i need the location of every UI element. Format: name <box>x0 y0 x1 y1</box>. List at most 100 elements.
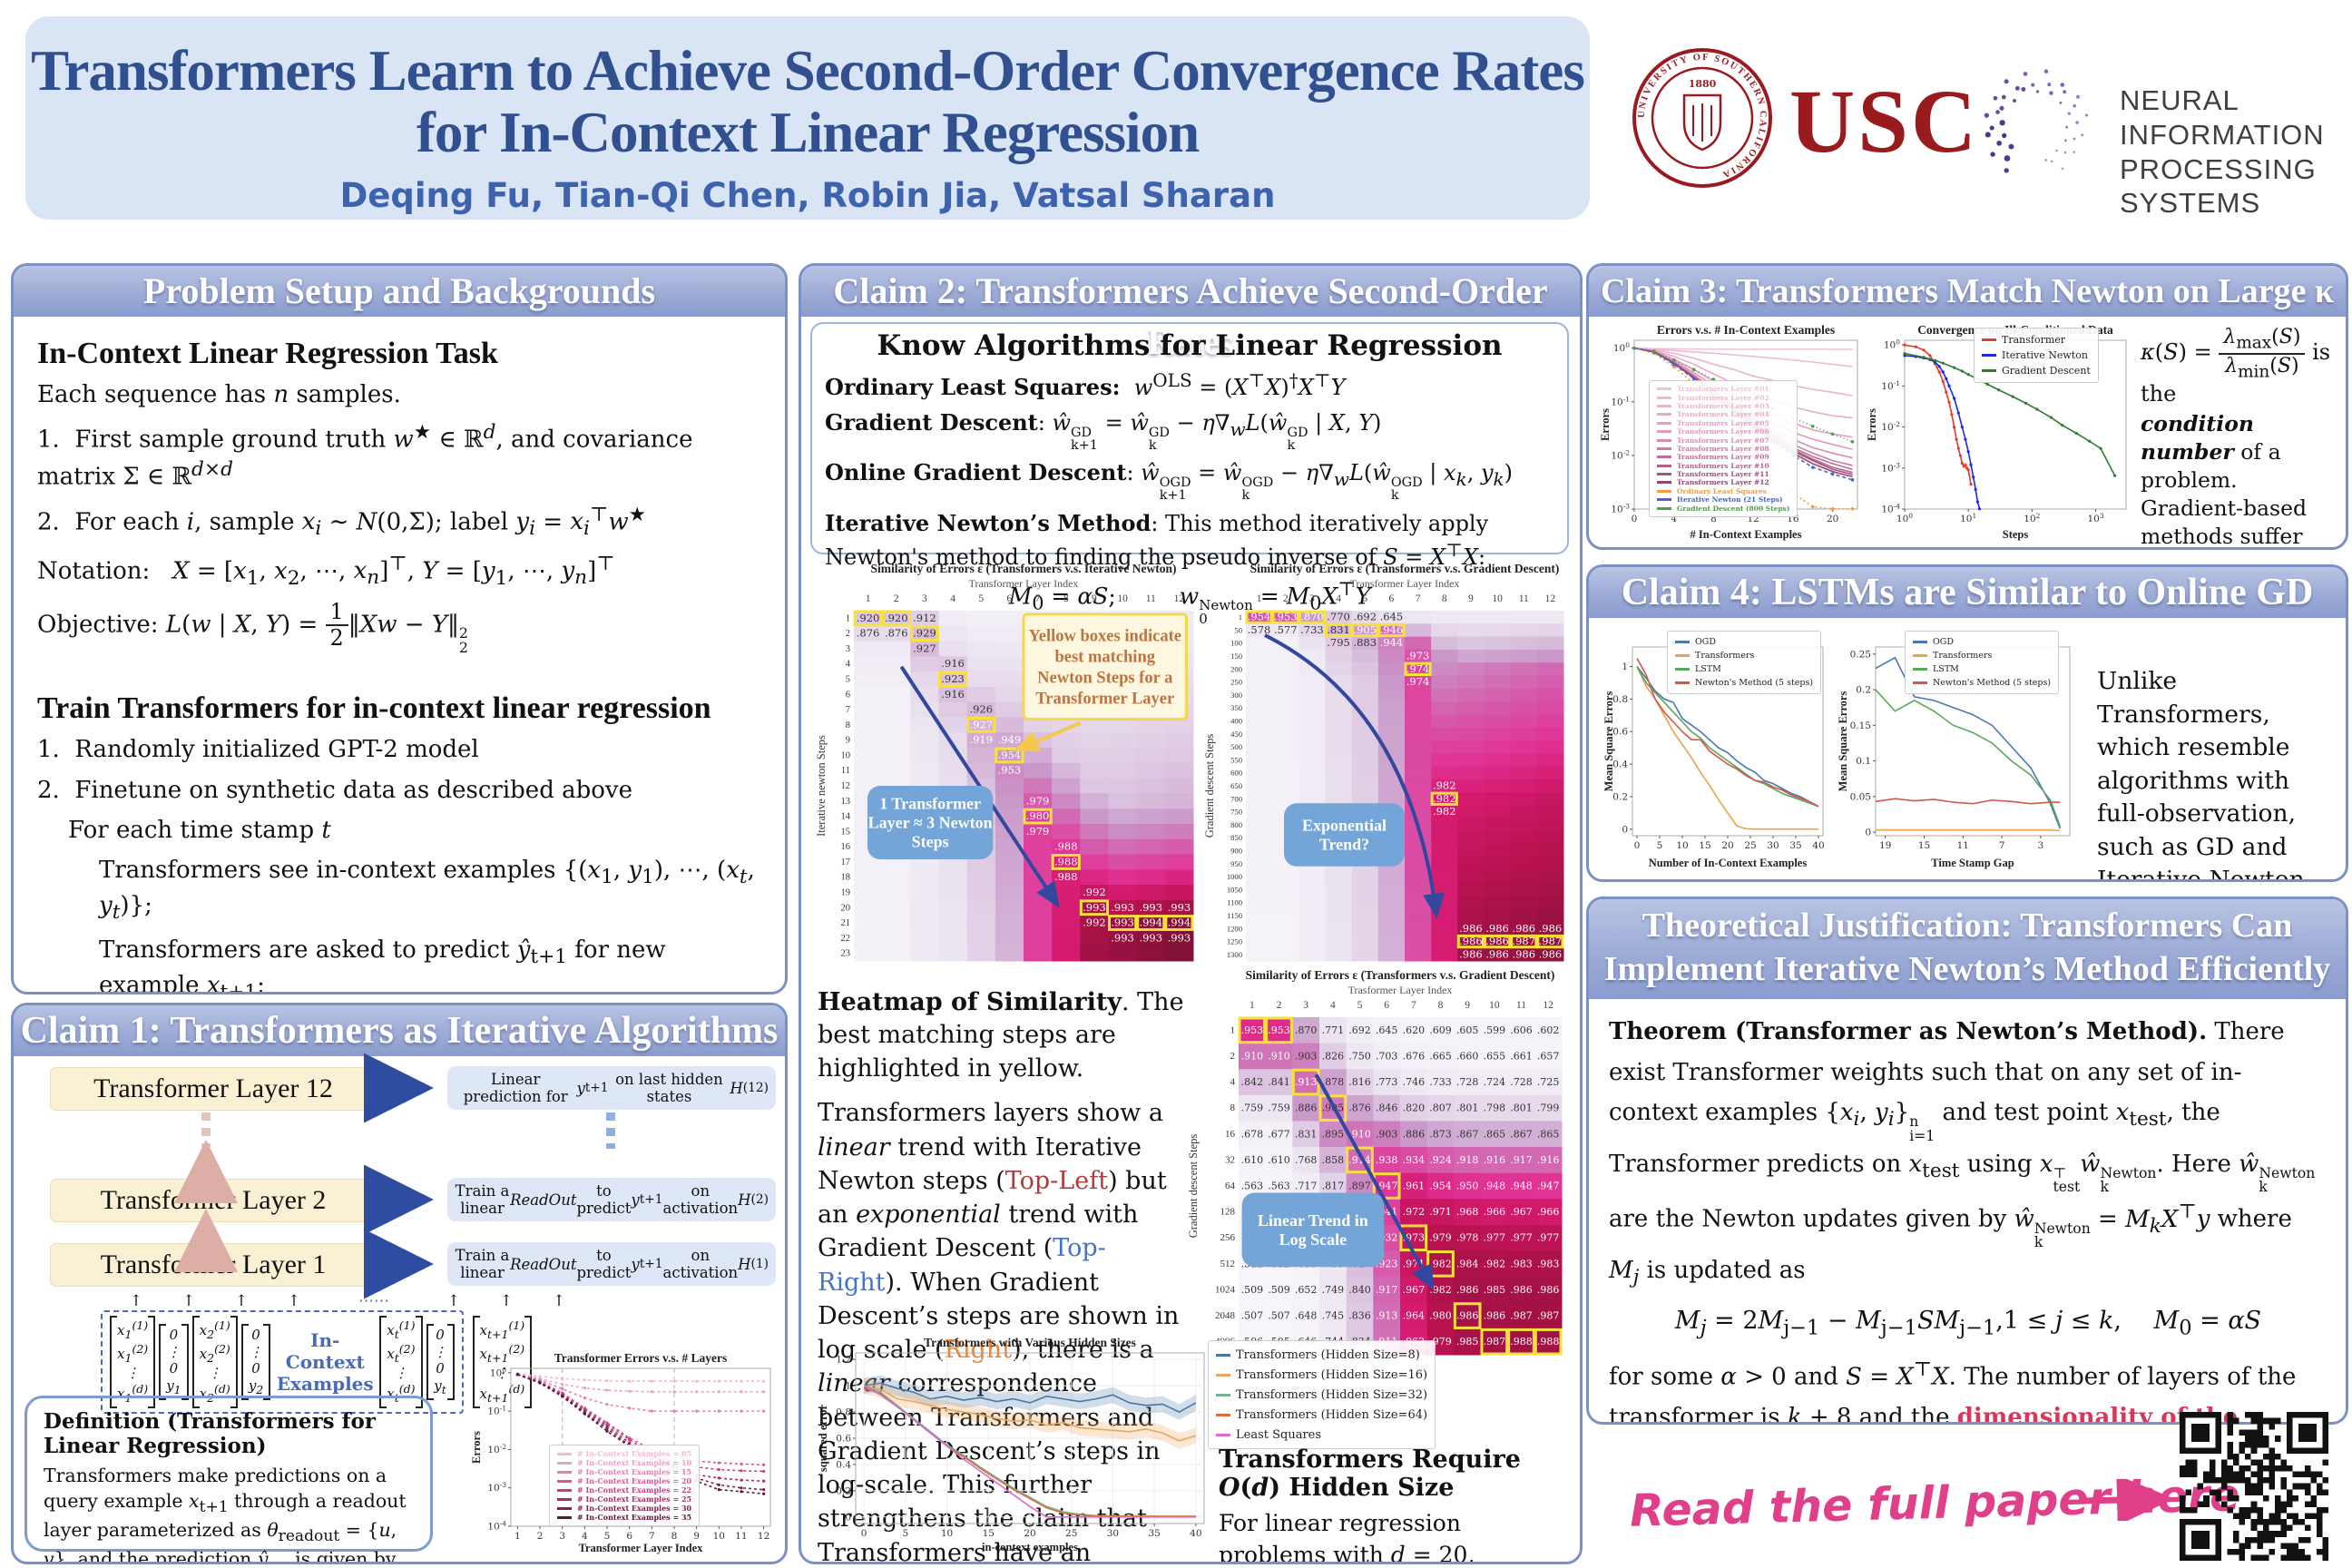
svg-text:10: 10 <box>1117 593 1128 604</box>
svg-text:.986: .986 <box>1510 1284 1533 1296</box>
svg-text:6: 6 <box>1384 1000 1389 1011</box>
series-line <box>1876 828 2061 832</box>
svg-text:10-4: 10-4 <box>487 1520 506 1533</box>
svg-text:Errors: Errors <box>470 1431 483 1464</box>
svg-text:Time Stamp Gap: Time Stamp Gap <box>1931 857 2014 869</box>
svg-text:.865: .865 <box>1484 1128 1506 1140</box>
svg-text:.836: .836 <box>1348 1310 1371 1322</box>
svg-text:0: 0 <box>1634 840 1641 851</box>
legend-item: Least Squares <box>1216 1425 1427 1445</box>
svg-text:0.8: 0.8 <box>836 1407 851 1418</box>
svg-text:.988: .988 <box>1510 1336 1533 1348</box>
svg-text:9: 9 <box>693 1531 700 1542</box>
require-heading: Transformers Require O(d) Hidden Size <box>1219 1446 1521 1502</box>
svg-text:Trasformer Layer Index: Trasformer Layer Index <box>1348 984 1453 996</box>
svg-text:2: 2 <box>894 593 899 604</box>
svg-text:20: 20 <box>841 903 851 913</box>
legend-item: OGD <box>1675 635 1813 649</box>
svg-text:.993: .993 <box>1168 901 1191 914</box>
algorithms-heading: Know Algorithms for Linear Regression <box>877 329 1503 362</box>
svg-text:.867: .867 <box>1456 1128 1479 1140</box>
svg-text:6: 6 <box>846 690 850 700</box>
svg-text:1100: 1100 <box>1227 898 1242 907</box>
legend-item: Ordinary Least Squares <box>1657 487 1789 495</box>
svg-text:.509: .509 <box>1241 1284 1264 1296</box>
svg-text:15: 15 <box>1699 840 1710 851</box>
svg-text:4: 4 <box>1336 593 1341 604</box>
svg-text:.947: .947 <box>1537 1181 1560 1192</box>
token-vector: xt+1(1) xt+1(2) ⋮ xt+1(d) <box>472 1316 533 1408</box>
svg-text:0: 0 <box>845 1512 851 1523</box>
series-line <box>1633 347 1853 481</box>
heatmap-note <box>867 786 994 860</box>
svg-text:7: 7 <box>649 1531 655 1542</box>
svg-text:.878: .878 <box>1322 1076 1345 1088</box>
svg-text:3: 3 <box>922 593 927 604</box>
svg-text:100: 100 <box>1230 639 1242 648</box>
svg-text:550: 550 <box>1230 755 1242 764</box>
panel-problem-setup: Problem Setup and Backgrounds In-Context… <box>11 263 788 995</box>
heatmap-note <box>1284 803 1405 867</box>
svg-text:.910: .910 <box>1348 1128 1371 1140</box>
svg-text:2: 2 <box>537 1531 544 1542</box>
svg-text:4: 4 <box>582 1531 588 1542</box>
svg-text:.916: .916 <box>1484 1154 1506 1166</box>
svg-text:.979: .979 <box>1429 1232 1452 1244</box>
svg-text:.733: .733 <box>1300 623 1324 636</box>
series-line <box>1636 658 1819 808</box>
svg-text:.870: .870 <box>1295 1024 1318 1036</box>
token-sequence: ↑ ↑ ↑ ↑ ⋯⋯ ↑ ↑ ↑ x1(1) x1(2) ⋮ x1(d) 0 ⋮ 0 y1 x2(1) x2(2… <box>101 1292 645 1414</box>
svg-text:Transformer Layer Index: Transformer Layer Index <box>1350 577 1460 590</box>
svg-text:.982: .982 <box>1429 1284 1452 1296</box>
svg-text:.799: .799 <box>1537 1102 1560 1114</box>
svg-text:Steps: Steps <box>912 833 949 851</box>
svg-text:15: 15 <box>841 827 851 837</box>
svg-text:Transformer Layer Index: Transformer Layer Index <box>969 577 1079 590</box>
svg-text:.993: .993 <box>1111 916 1134 929</box>
legend-item: Transformers Layer #02 <box>1657 393 1789 402</box>
readout-box-1: Train a linear ReadOut to predict y t+1 o… <box>447 1242 776 1286</box>
svg-text:.678: .678 <box>1241 1128 1264 1140</box>
svg-text:.986: .986 <box>1512 947 1535 960</box>
token-arrow-icon: ↑ <box>446 1292 461 1310</box>
svg-text:350: 350 <box>1230 703 1242 712</box>
chart-lstm-mse: 0 5 10 15 20 25 30 35 40 0 0.2 0.4 0.6 0.8 1 Number of … <box>1602 623 1828 872</box>
panel-claim1: Claim 1: Transformers as Iterative Algor… <box>11 1003 788 1564</box>
svg-text:.920: .920 <box>885 612 908 624</box>
svg-text:.770: .770 <box>1327 611 1350 623</box>
svg-text:.918: .918 <box>1456 1154 1479 1166</box>
readout-box-2: Train a linear ReadOut to predict y t+1 o… <box>447 1178 776 1221</box>
qr-code[interactable] <box>2180 1412 2328 1564</box>
svg-text:.974: .974 <box>1406 662 1430 675</box>
token-arrow-icon: ↑ <box>287 1292 301 1310</box>
series-line <box>1636 666 1819 808</box>
svg-text:5: 5 <box>903 1528 909 1539</box>
svg-text:.972: .972 <box>1403 1206 1426 1218</box>
svg-text:11: 11 <box>735 1531 747 1542</box>
svg-text:0.6: 0.6 <box>836 1434 851 1445</box>
svg-text:.986: .986 <box>1459 922 1483 935</box>
svg-text:.917: .917 <box>1376 1284 1398 1296</box>
svg-text:20: 20 <box>1024 1528 1035 1539</box>
svg-text:20: 20 <box>1721 840 1733 851</box>
series-line <box>517 1374 764 1495</box>
series-line <box>863 1385 1197 1442</box>
svg-text:600: 600 <box>1230 769 1242 778</box>
svg-text:450: 450 <box>1230 730 1242 739</box>
svg-text:4: 4 <box>1230 1077 1236 1088</box>
svg-text:11: 11 <box>841 766 850 776</box>
svg-text:1: 1 <box>1230 1024 1236 1035</box>
svg-text:Trend?: Trend? <box>1319 836 1369 854</box>
legend-item: Transformers <box>1913 649 2051 662</box>
poster-title-line2: for In-Context Linear Regression <box>416 101 1200 165</box>
svg-text:1: 1 <box>1250 1000 1255 1011</box>
svg-text:3: 3 <box>2038 840 2044 851</box>
svg-text:.994: .994 <box>1168 916 1191 929</box>
theorem-equation: Mj = 2Mj−1 − Mj−1SMj−1,1 ≤ j ≤ k, M0 = α… <box>1674 1307 2262 1340</box>
svg-text:15: 15 <box>1918 840 1930 851</box>
svg-text:.919: .919 <box>969 733 993 746</box>
heatmap-note <box>1241 1192 1385 1268</box>
svg-text:12: 12 <box>1545 593 1556 604</box>
svg-text:0.6: 0.6 <box>1612 727 1628 738</box>
svg-text:100: 100 <box>1613 341 1630 354</box>
